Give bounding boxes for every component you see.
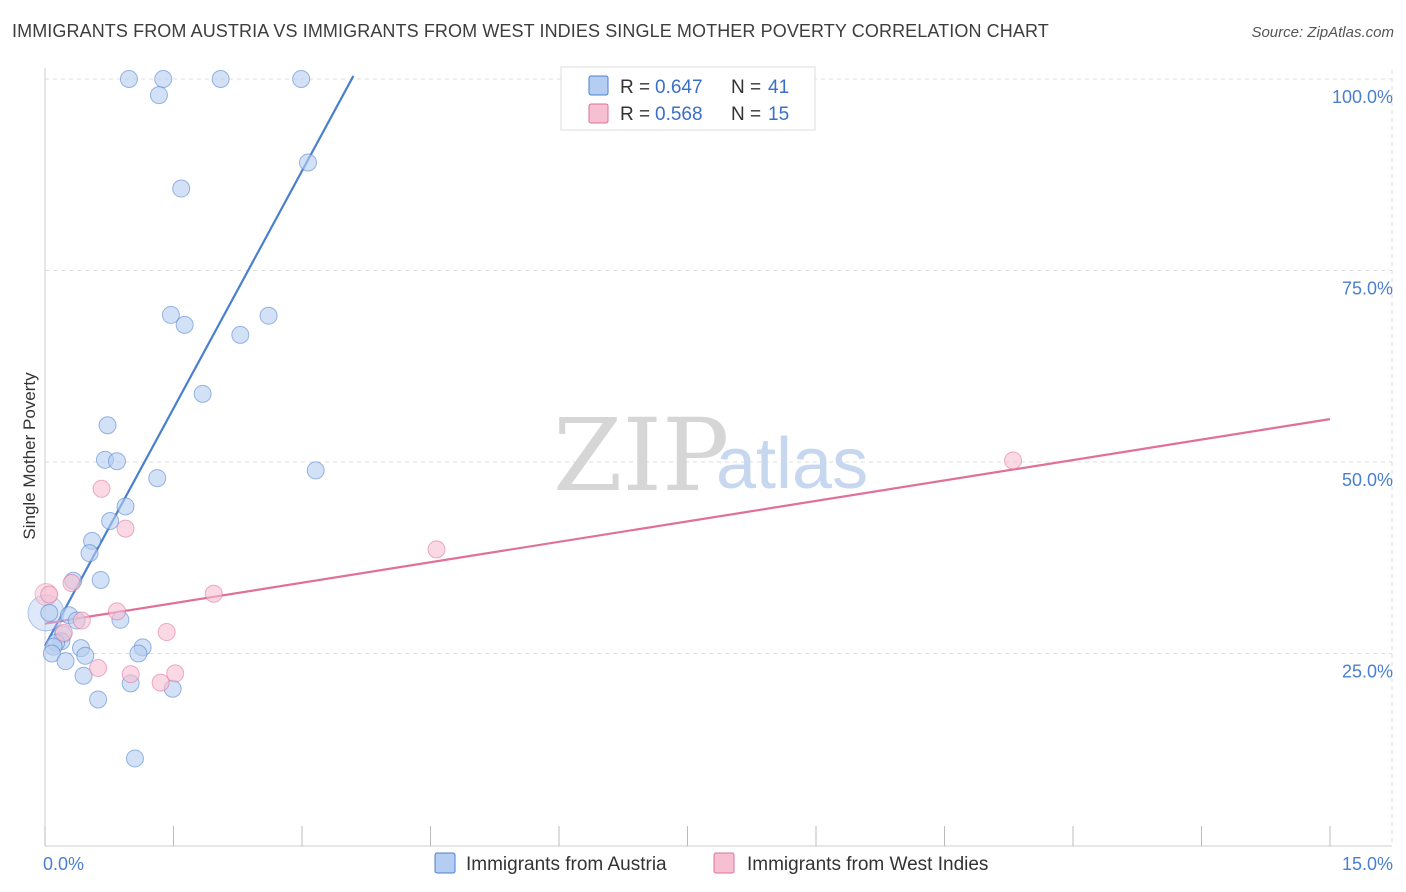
point-austria-17 xyxy=(116,497,135,516)
correlation-legend: R = 0.647 N = 41 R = 0.568 N = 15 xyxy=(560,66,816,131)
point-austria-20 xyxy=(80,544,99,563)
point-austria-34 xyxy=(76,646,95,665)
legend-swatch-austria xyxy=(588,75,609,96)
point-west-indies-2 xyxy=(92,479,111,498)
point-austria-16 xyxy=(148,469,167,488)
point-west-indies-13 xyxy=(427,540,446,559)
point-austria-5 xyxy=(298,153,317,172)
watermark-atlas: atlas xyxy=(716,424,868,504)
point-austria-15 xyxy=(306,461,325,480)
x-tick-label-min: 0.0% xyxy=(43,854,84,874)
point-west-indies-0 xyxy=(40,585,59,604)
bottom-legend-swatch-austria xyxy=(434,852,456,874)
point-west-indies-12 xyxy=(166,664,185,683)
point-austria-4 xyxy=(149,86,168,105)
y-tick-label-50: 50.0% xyxy=(1342,470,1393,490)
point-west-indies-5 xyxy=(54,623,73,642)
point-west-indies-4 xyxy=(72,611,91,630)
y-tick-label-100: 100.0% xyxy=(1332,87,1393,107)
legend-austria-n-label: N = xyxy=(731,77,761,98)
series-legend: Immigrants from Austria Immigrants from … xyxy=(434,852,988,875)
y-tick-label-25: 25.0% xyxy=(1342,662,1393,682)
bottom-legend-austria: Immigrants from Austria xyxy=(466,854,667,875)
point-austria-14 xyxy=(107,452,126,471)
source-credit: Source: ZipAtlas.com xyxy=(1251,24,1394,41)
axes xyxy=(44,68,1392,847)
legend-west-indies-n-label: N = xyxy=(731,104,761,125)
legend-austria-r-value: 0.647 xyxy=(655,77,703,98)
point-austria-37 xyxy=(74,666,93,685)
trendline-west-indies xyxy=(44,418,1331,625)
point-austria-3 xyxy=(292,70,311,88)
grid-lines xyxy=(45,70,1393,845)
point-austria-18 xyxy=(101,511,120,530)
legend-west-indies-n-value: 15 xyxy=(768,104,789,125)
legend-austria-r-label: R = xyxy=(620,77,650,98)
legend-austria-n-value: 41 xyxy=(768,77,789,98)
point-west-indies-1 xyxy=(62,574,81,593)
legend-west-indies-r-label: R = xyxy=(620,104,650,125)
point-austria-6 xyxy=(172,179,191,198)
point-austria-2 xyxy=(211,70,230,88)
point-austria-1 xyxy=(154,70,173,88)
point-austria-36 xyxy=(56,652,75,671)
point-austria-0 xyxy=(119,70,138,88)
point-austria-9 xyxy=(259,306,278,325)
bottom-legend-west-indies: Immigrants from West Indies xyxy=(747,854,988,875)
point-austria-7 xyxy=(161,305,180,324)
point-austria-23 xyxy=(40,603,59,622)
point-austria-10 xyxy=(231,325,250,344)
point-west-indies-14 xyxy=(1004,451,1023,470)
point-austria-8 xyxy=(175,315,194,334)
chart-title: IMMIGRANTS FROM AUSTRIA VS IMMIGRANTS FR… xyxy=(12,21,1049,41)
point-west-indies-9 xyxy=(89,659,108,678)
watermark-zip: ZIP xyxy=(553,397,729,514)
point-austria-41 xyxy=(125,749,144,768)
bottom-legend-swatch-west-indies xyxy=(713,852,735,874)
y-axis-label: Single Mother Poverty xyxy=(20,372,39,540)
y-tick-label-75: 75.0% xyxy=(1342,279,1393,299)
point-west-indies-3 xyxy=(116,519,135,538)
point-west-indies-10 xyxy=(121,665,140,684)
x-tick-label-max: 15.0% xyxy=(1342,854,1393,874)
point-austria-33 xyxy=(42,644,61,663)
point-austria-40 xyxy=(89,690,108,709)
watermark: ZIP atlas xyxy=(553,397,868,514)
point-west-indies-11 xyxy=(151,673,170,692)
tick-labels: 25.0% 50.0% 75.0% 100.0% 0.0% 15.0% xyxy=(43,87,1393,874)
legend-swatch-west-indies xyxy=(588,103,609,124)
point-west-indies-8 xyxy=(157,623,176,642)
point-west-indies-6 xyxy=(107,602,126,621)
trend-lines xyxy=(44,75,1331,647)
point-austria-22 xyxy=(91,570,110,589)
data-points xyxy=(27,70,1023,768)
point-austria-12 xyxy=(98,416,117,435)
point-austria-11 xyxy=(193,384,212,403)
legend-west-indies-r-value: 0.568 xyxy=(655,104,703,125)
point-west-indies-7 xyxy=(204,584,223,603)
point-austria-35 xyxy=(129,644,148,663)
